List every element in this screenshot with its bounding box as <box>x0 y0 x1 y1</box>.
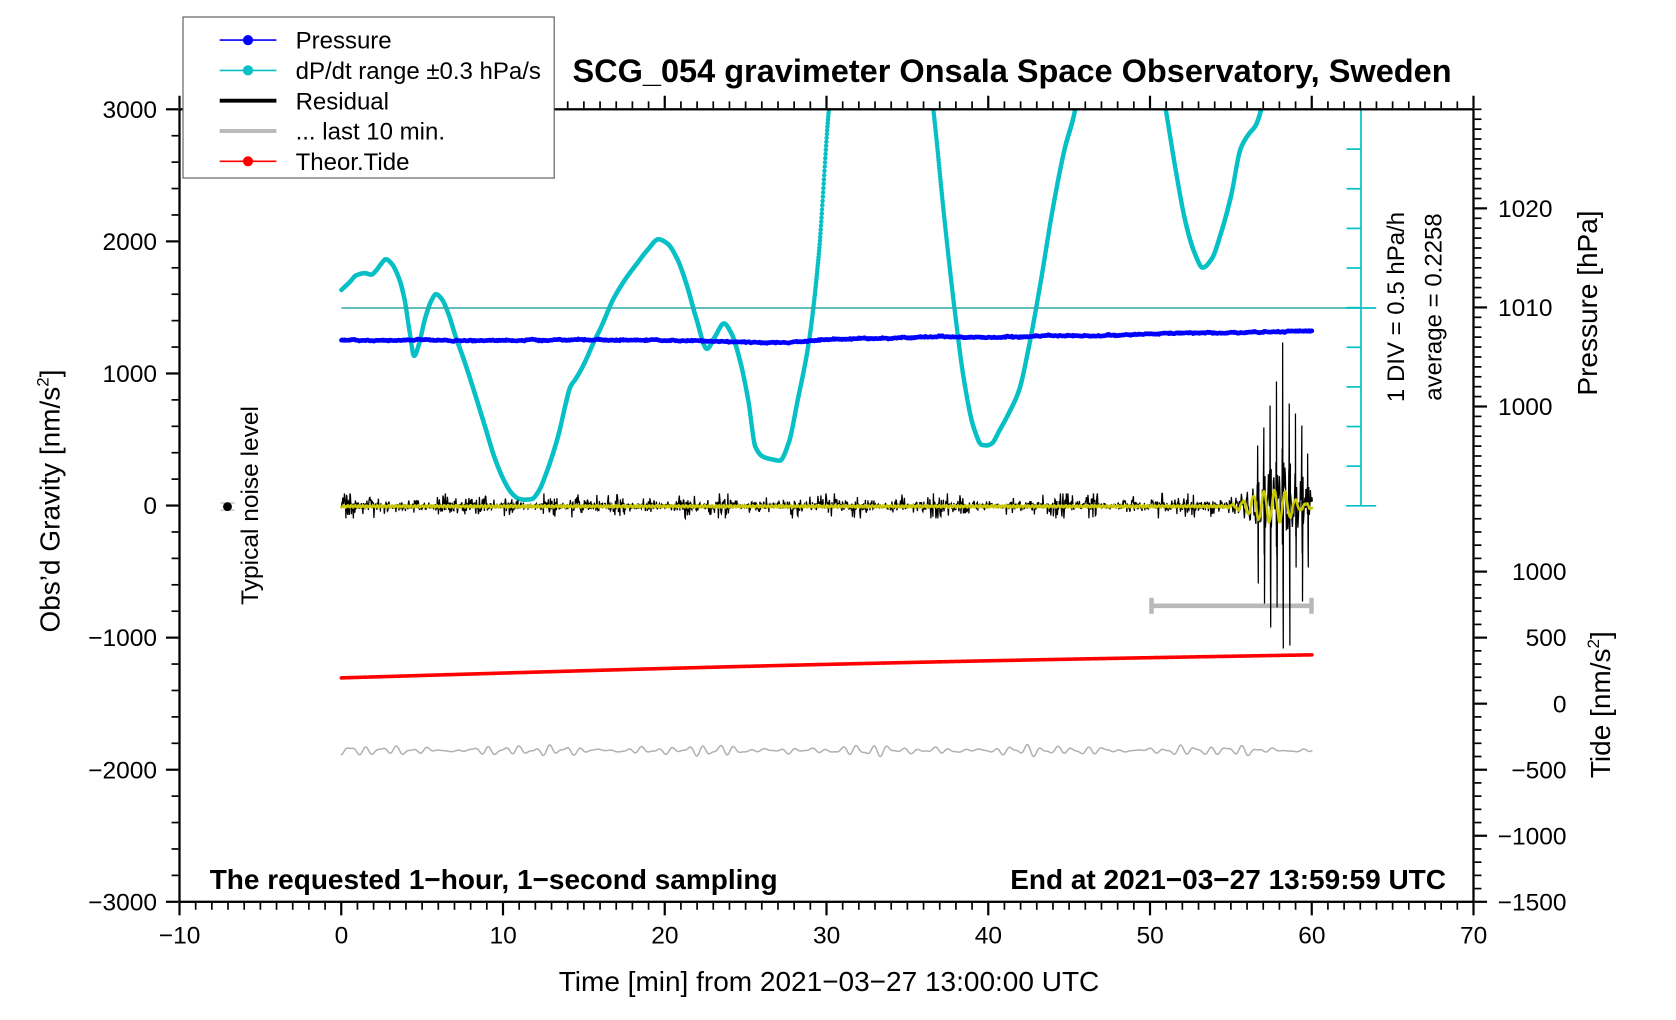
svg-text:0: 0 <box>143 493 157 520</box>
svg-text:0: 0 <box>1553 691 1567 718</box>
svg-text:Residual: Residual <box>296 88 389 115</box>
svg-text:1020: 1020 <box>1498 196 1553 223</box>
svg-text:Obs’d Gravity [nm/s2]: Obs’d Gravity [nm/s2] <box>34 369 66 632</box>
svg-text:60: 60 <box>1298 922 1325 949</box>
svg-text:1000: 1000 <box>1512 559 1567 586</box>
svg-text:... last 10 min.: ... last 10 min. <box>296 119 445 146</box>
svg-text:500: 500 <box>1526 625 1567 652</box>
svg-text:Theor.Tide: Theor.Tide <box>296 149 410 176</box>
svg-text:−10: −10 <box>159 922 201 949</box>
svg-text:0: 0 <box>335 922 349 949</box>
svg-text:Pressure: Pressure <box>296 28 392 55</box>
svg-text:3000: 3000 <box>102 97 157 124</box>
svg-text:The requested 1−hour, 1−second: The requested 1−hour, 1−second sampling <box>210 864 778 895</box>
svg-text:−1000: −1000 <box>88 625 157 652</box>
svg-text:Pressure [hPa]: Pressure [hPa] <box>1572 210 1603 395</box>
svg-text:−3000: −3000 <box>88 889 157 916</box>
svg-text:Tide [nm/s2]: Tide [nm/s2] <box>1584 631 1616 778</box>
svg-text:1 DIV = 0.5 hPa/h: 1 DIV = 0.5 hPa/h <box>1383 212 1410 402</box>
svg-text:1010: 1010 <box>1498 295 1553 322</box>
svg-text:SCG_054 gravimeter Onsala Spac: SCG_054 gravimeter Onsala Space Observat… <box>572 53 1451 89</box>
svg-text:70: 70 <box>1460 922 1487 949</box>
svg-text:Typical noise level: Typical noise level <box>237 406 264 605</box>
svg-text:−500: −500 <box>1511 757 1566 784</box>
svg-text:10: 10 <box>490 922 517 949</box>
svg-text:30: 30 <box>813 922 840 949</box>
svg-text:−2000: −2000 <box>88 757 157 784</box>
svg-text:dP/dt range ±0.3 hPa/s: dP/dt range ±0.3 hPa/s <box>296 58 541 85</box>
svg-text:1000: 1000 <box>102 361 157 388</box>
svg-text:50: 50 <box>1137 922 1164 949</box>
svg-text:40: 40 <box>975 922 1002 949</box>
svg-text:1000: 1000 <box>1498 394 1553 421</box>
svg-text:2000: 2000 <box>102 229 157 256</box>
svg-text:20: 20 <box>651 922 678 949</box>
svg-text:average = 0.2258: average = 0.2258 <box>1421 213 1448 401</box>
svg-text:End at 2021−03−27 13:59:59 UTC: End at 2021−03−27 13:59:59 UTC <box>1010 864 1446 895</box>
svg-text:−1500: −1500 <box>1498 889 1567 916</box>
svg-text:−1000: −1000 <box>1498 823 1567 850</box>
svg-text:Time [min] from 2021−03−27 13:: Time [min] from 2021−03−27 13:00:00 UTC <box>559 966 1100 997</box>
